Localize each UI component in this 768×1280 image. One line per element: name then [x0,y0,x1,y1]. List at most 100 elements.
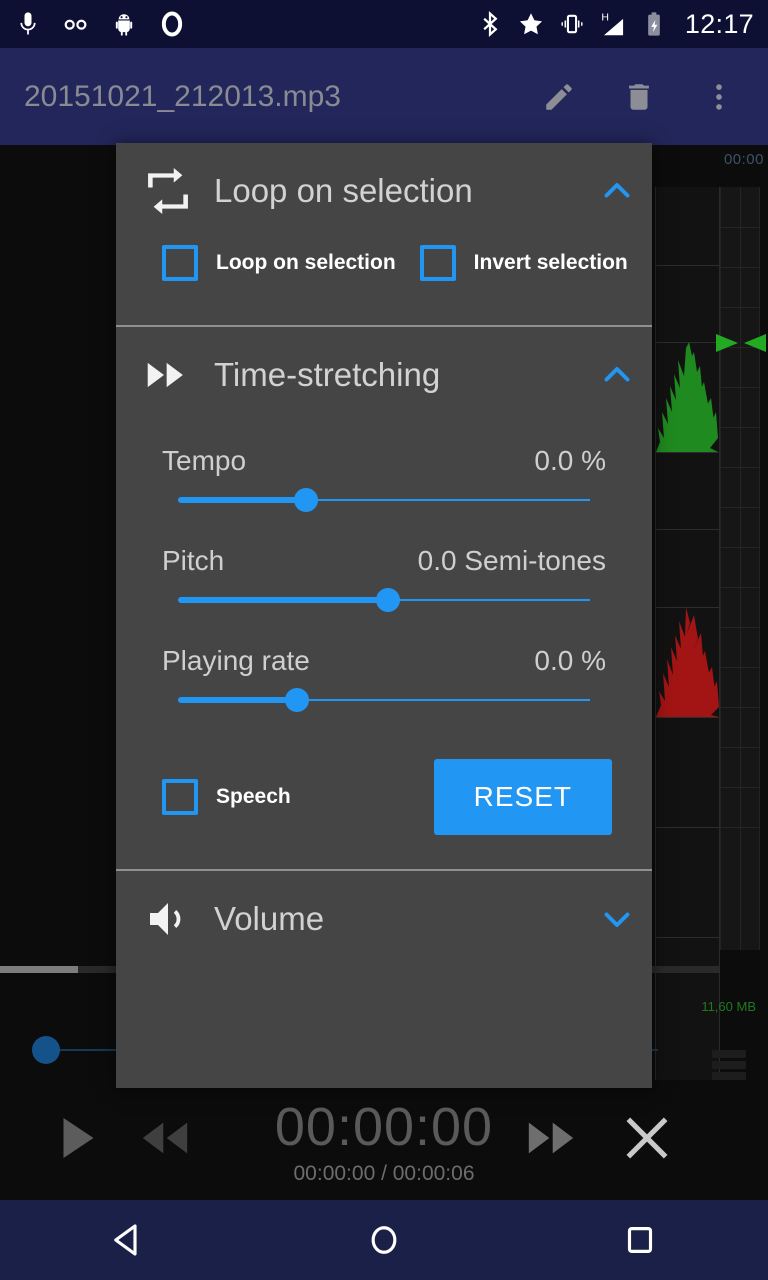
track-gridline [656,827,719,828]
meter-segment [721,267,759,268]
transport-bar: 00:00:00 00:00:00 / 00:00:06 [0,1080,768,1200]
slider-head-playing-rate: Playing rate 0.0 % [162,623,606,677]
pitch-value: 0.0 Semi-tones [417,545,606,576]
rewind-icon [142,1122,188,1154]
meter-segment [721,667,759,668]
microphone-icon [20,12,36,35]
status-bar-right-icons: H 12:17 [476,9,754,40]
section-header-time-stretching[interactable]: Time-stretching [116,327,652,423]
speech-checkbox[interactable] [162,779,198,815]
fast-forward-button[interactable] [522,1116,580,1160]
time-stretching-footer: Speech RESET [116,723,652,869]
status-bar-clock: 12:17 [684,8,754,39]
slider-head-tempo: Tempo 0.0 % [162,423,606,477]
tempo-slider-thumb[interactable] [293,488,318,512]
ruler-time-label: 00:00 [723,151,764,168]
fast-forward-icon [528,1122,574,1154]
invert-selection-label: Invert selection [473,251,628,274]
meter-segment [721,507,759,508]
edit-icon[interactable] [542,80,576,114]
meter-segment [721,227,759,228]
speech-checkbox-group: Speech [162,779,291,815]
svg-text:H: H [601,12,609,24]
chevron-down-icon[interactable] [582,901,652,937]
tempo-label: Tempo [162,445,247,476]
meter-segment [721,547,759,548]
track-gridline [656,529,719,530]
cpu-bar [712,1061,746,1069]
waveform-track-green [656,342,721,452]
selection-marker-icon[interactable] [716,332,766,354]
audio-track-column[interactable] [655,187,720,1090]
app-bar: 20151021_212013.mp3 [0,48,768,145]
divider [116,869,652,871]
invert-selection-checkbox[interactable] [419,245,456,281]
playing-rate-slider[interactable] [178,677,590,723]
level-meter-column [716,187,766,950]
tempo-slider[interactable] [178,477,590,523]
slider-block-playing-rate: Playing rate 0.0 % [116,623,652,723]
slider-head-pitch: Pitch 0.0 Semi-tones [162,523,606,577]
page-title: 20151021_212013.mp3 [24,79,341,113]
nav-home-button[interactable] [349,1210,419,1270]
track-gridline [656,342,719,343]
vibrate-icon [561,14,583,34]
repeat-icon [142,168,194,214]
bluetooth-icon [483,11,498,37]
section-title-loop: Loop on selection [214,172,473,209]
playing-rate-slider-fill [178,697,298,703]
meter-segment [721,467,759,468]
pitch-label: Pitch [162,545,225,576]
app-bar-actions [542,80,736,114]
section-title-time-stretching: Time-stretching [214,356,441,393]
overflow-menu-icon[interactable] [702,80,736,114]
nav-back-button[interactable] [93,1210,163,1270]
tempo-value: 0.0 % [534,445,606,476]
pitch-slider-thumb[interactable] [376,588,401,612]
reset-button[interactable]: RESET [433,759,612,835]
transport-position-duration: 00:00:00 / 00:00:06 [293,1162,475,1185]
playing-rate-label: Playing rate [162,645,310,676]
slider-block-pitch: Pitch 0.0 Semi-tones [116,523,652,623]
section-header-loop[interactable]: Loop on selection [116,143,652,239]
chevron-up-icon[interactable] [582,173,652,209]
playing-rate-slider-thumb[interactable] [285,688,310,712]
meter-segment [721,827,759,828]
pitch-slider[interactable] [178,577,590,623]
pitch-slider-fill [178,597,389,603]
hspa-signal-icon: H [601,12,624,36]
nav-recents-button[interactable] [605,1210,675,1270]
delete-icon[interactable] [622,80,656,114]
background-slider-thumb[interactable] [32,1036,60,1064]
track-gridline [656,265,719,266]
close-button[interactable] [616,1110,678,1166]
volume-icon [142,895,194,943]
meter-divider [740,187,741,950]
time-ruler: 00:00 [648,145,768,187]
rewind-button[interactable] [136,1116,194,1160]
chevron-up-icon[interactable] [582,357,652,393]
playing-rate-slider-track [178,699,590,701]
loop-on-selection-checkbox[interactable] [162,245,198,281]
section-header-volume[interactable]: Volume [116,871,652,967]
close-icon [626,1117,668,1159]
section-title-volume: Volume [214,900,325,937]
meter-segment [721,627,759,628]
meter-segment [721,347,759,348]
recents-square-icon [627,1227,653,1253]
track-gridline [656,607,719,608]
meter-segment [721,747,759,748]
meter-segment [721,587,759,588]
meter-segment [721,387,759,388]
battery-charging-icon [648,12,660,36]
file-size-label: 11,60 MB [701,999,756,1014]
speech-label: Speech [216,785,291,808]
play-button[interactable] [46,1108,106,1168]
scrollbar-thumb[interactable] [0,966,78,973]
android-debug-icon [115,14,133,36]
effects-dialog: Loop on selection Loop on selection Inve… [116,143,652,1088]
android-navigation-bar [0,1200,768,1280]
divider [116,325,652,327]
home-circle-icon [371,1226,397,1254]
